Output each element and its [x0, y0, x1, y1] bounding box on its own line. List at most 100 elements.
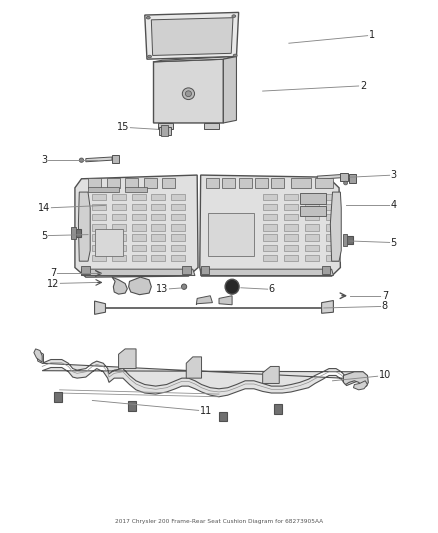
Bar [81, 266, 90, 274]
Polygon shape [153, 56, 237, 62]
Bar [263, 235, 277, 241]
Bar [305, 245, 319, 251]
Bar [305, 224, 319, 231]
Text: 2: 2 [360, 81, 366, 91]
Ellipse shape [185, 91, 191, 96]
Bar [132, 235, 146, 241]
Bar [171, 245, 185, 251]
Bar [321, 266, 330, 274]
Text: 10: 10 [379, 370, 391, 381]
Polygon shape [129, 277, 151, 295]
Bar [326, 193, 340, 200]
Ellipse shape [225, 279, 239, 294]
Polygon shape [340, 173, 348, 181]
Bar [206, 178, 219, 188]
Bar [305, 255, 319, 261]
Text: 14: 14 [38, 203, 50, 213]
Polygon shape [153, 59, 223, 123]
Bar [255, 178, 268, 188]
Bar [346, 236, 353, 244]
Bar [151, 245, 165, 251]
Bar [92, 224, 106, 231]
Bar [112, 224, 126, 231]
Polygon shape [200, 175, 340, 276]
Bar [151, 204, 165, 210]
Bar [305, 235, 319, 241]
Bar [92, 255, 106, 261]
Polygon shape [151, 18, 233, 55]
Ellipse shape [182, 88, 194, 100]
Bar [284, 235, 298, 241]
Polygon shape [196, 296, 212, 305]
Bar [92, 204, 106, 210]
Bar [300, 206, 326, 216]
Bar [128, 401, 136, 410]
Bar [201, 266, 209, 274]
Bar [74, 229, 81, 237]
Bar [162, 178, 175, 188]
Bar [132, 193, 146, 200]
Bar [274, 404, 282, 414]
Bar [125, 178, 138, 188]
Bar [343, 234, 347, 246]
Bar [54, 392, 62, 401]
Text: 7: 7 [50, 269, 56, 278]
Polygon shape [186, 357, 201, 378]
Bar [92, 245, 106, 251]
Polygon shape [353, 381, 367, 390]
Text: 11: 11 [200, 406, 212, 416]
Bar [263, 245, 277, 251]
Bar [222, 178, 235, 188]
Polygon shape [119, 349, 136, 368]
Bar [71, 227, 76, 239]
Polygon shape [343, 372, 368, 386]
Bar [284, 224, 298, 231]
Bar [125, 187, 147, 192]
Text: 1: 1 [369, 30, 375, 41]
Bar [88, 187, 119, 192]
Polygon shape [95, 229, 123, 256]
Polygon shape [78, 192, 90, 261]
Bar [315, 178, 332, 188]
Bar [284, 204, 298, 210]
Bar [284, 245, 298, 251]
Bar [159, 127, 171, 135]
Bar [144, 178, 157, 188]
Text: 6: 6 [268, 285, 275, 294]
Bar [132, 224, 146, 231]
Bar [112, 245, 126, 251]
Polygon shape [321, 301, 333, 313]
Bar [151, 193, 165, 200]
Bar [151, 214, 165, 221]
Bar [132, 214, 146, 221]
Polygon shape [112, 277, 127, 294]
Bar [112, 193, 126, 200]
Text: 2017 Chrysler 200 Frame-Rear Seat Cushion Diagram for 68273905AA: 2017 Chrysler 200 Frame-Rear Seat Cushio… [115, 519, 323, 524]
Bar [305, 204, 319, 210]
Bar [326, 235, 340, 241]
Polygon shape [330, 192, 341, 261]
Bar [326, 214, 340, 221]
Polygon shape [112, 155, 119, 163]
Polygon shape [81, 269, 195, 276]
Bar [92, 235, 106, 241]
Text: 15: 15 [117, 122, 129, 132]
Polygon shape [145, 12, 239, 59]
Ellipse shape [148, 55, 152, 58]
Polygon shape [158, 123, 173, 130]
Bar [171, 235, 185, 241]
Ellipse shape [232, 15, 236, 18]
Bar [92, 193, 106, 200]
Bar [132, 204, 146, 210]
Bar [284, 214, 298, 221]
Bar [171, 255, 185, 261]
Bar [284, 255, 298, 261]
Text: 4: 4 [391, 200, 397, 211]
Bar [112, 255, 126, 261]
Bar [284, 193, 298, 200]
Bar [291, 178, 311, 188]
Text: 7: 7 [382, 290, 388, 301]
Text: 3: 3 [41, 155, 47, 165]
Bar [92, 214, 106, 221]
Bar [263, 214, 277, 221]
